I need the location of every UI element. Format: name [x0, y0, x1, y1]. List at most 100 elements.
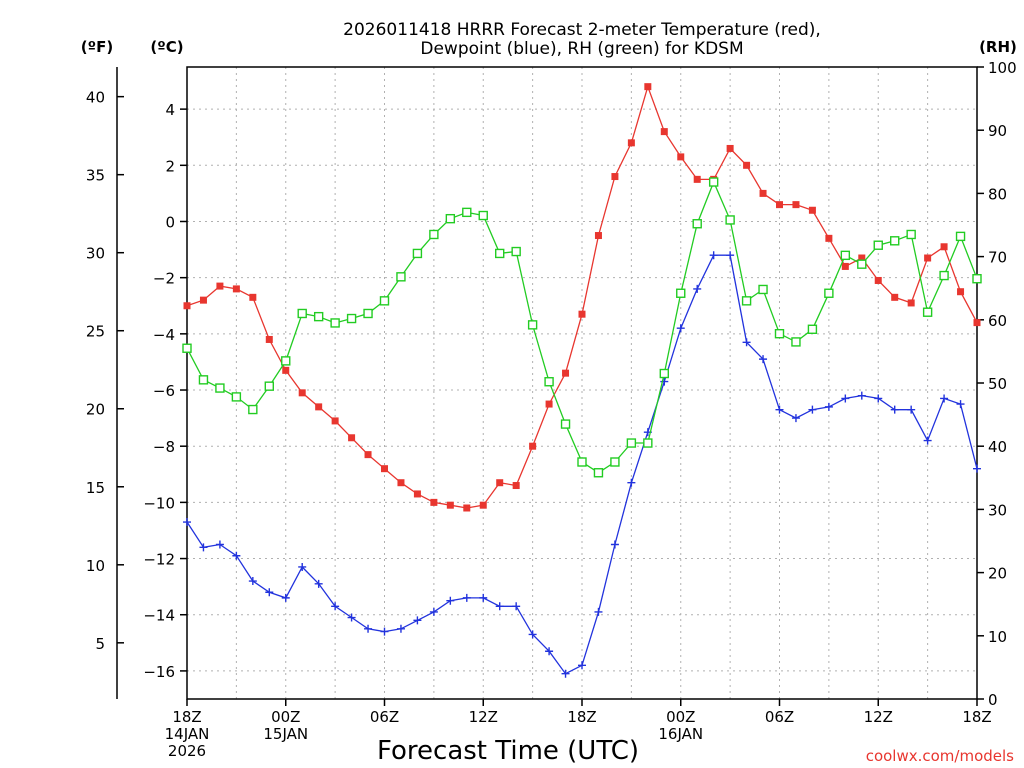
rh-data-point: [215, 383, 225, 393]
chart-title: 2026011418 HRRR Forecast 2-meter Tempera…: [343, 20, 821, 40]
temperature-data-point: [611, 173, 619, 181]
dewpoint-data-point: [281, 593, 290, 602]
temperature-data-point: [265, 335, 273, 343]
rh-data-point: [527, 320, 538, 330]
series-layer: [182, 83, 982, 678]
rh-tick-label: 50: [988, 375, 1007, 393]
dewpoint-data-point: [429, 607, 438, 616]
fahrenheit-tick-label: 15: [86, 479, 105, 497]
temperature-data-point: [973, 319, 981, 327]
rh-data-point: [313, 311, 324, 322]
celsius-tick-label: −12: [143, 551, 175, 569]
temperature-data-point: [792, 201, 800, 209]
rh-data-point: [939, 270, 949, 281]
rh-data-point: [774, 329, 785, 339]
dewpoint-data-point: [808, 405, 817, 414]
dewpoint-data-point: [380, 627, 389, 636]
x-tick-label: 18Z: [172, 708, 201, 726]
dewpoint-data-point: [775, 405, 784, 414]
rh-data-point: [330, 318, 340, 328]
rh-data-point: [857, 259, 867, 269]
rh-tick-label: 0: [988, 691, 998, 709]
rh-data-point: [955, 231, 966, 242]
rh-data-point: [659, 368, 669, 379]
temperature-data-point: [479, 501, 487, 509]
rh-data-point: [379, 296, 390, 306]
temperature-data-point: [183, 302, 191, 310]
rh-data-point: [692, 219, 702, 229]
rh-data-point: [626, 438, 637, 448]
x-tick-label: 18Z: [962, 708, 991, 726]
temperature-data-point: [578, 310, 586, 318]
rh-tick-label: 40: [988, 438, 1007, 456]
temperature-data-point: [413, 490, 421, 498]
dewpoint-data-point: [726, 251, 735, 260]
dewpoint-data-point: [364, 624, 373, 633]
dewpoint-data-point: [610, 540, 619, 549]
rh-data-point: [972, 274, 982, 284]
rh-data-point: [873, 240, 883, 250]
temperature-data-point: [298, 389, 306, 397]
dewpoint-data-point: [462, 593, 471, 602]
temperature-data-point: [858, 254, 866, 262]
fahrenheit-tick-label: 25: [86, 323, 105, 341]
celsius-tick-label: 2: [165, 157, 175, 175]
temperature-data-point: [512, 482, 520, 490]
fahrenheit-unit-label: (ºF): [81, 38, 113, 56]
dewpoint-data-point: [594, 607, 603, 616]
x-tick-label: 00Z: [666, 708, 695, 726]
temperature-data-point: [644, 83, 652, 91]
dewpoint-data-point: [495, 602, 504, 611]
rh-tick-label: 90: [988, 122, 1007, 140]
dewpoint-data-point: [956, 400, 965, 409]
temperature-data-point: [825, 234, 833, 242]
dewpoint-data-point: [660, 377, 669, 386]
credit-text: coolwx.com/models: [866, 747, 1014, 765]
x-tick-label: 2026: [168, 742, 206, 760]
rh-tick-label: 10: [988, 628, 1007, 646]
celsius-tick-label: −8: [153, 438, 175, 456]
dewpoint-data-point: [396, 624, 405, 633]
celsius-tick-label: 0: [165, 213, 175, 231]
rh-data-point: [560, 419, 571, 429]
temperature-data-point: [693, 175, 701, 183]
rh-data-point: [182, 343, 192, 353]
dewpoint-data-point: [199, 543, 208, 552]
dewpoint-data-point: [215, 540, 224, 549]
dewpoint-data-point: [791, 414, 800, 423]
temperature-data-point: [216, 282, 224, 290]
rh-data-point: [429, 229, 439, 240]
celsius-tick-label: −2: [153, 270, 175, 288]
x-tick-label: 12Z: [469, 708, 498, 726]
rh-data-point: [281, 356, 291, 366]
dewpoint-data-point: [676, 324, 685, 333]
temperature-data-point: [331, 417, 339, 425]
temperature-data-point: [496, 479, 504, 487]
dewpoint-data-point: [331, 602, 340, 611]
dewpoint-data-point: [528, 630, 537, 639]
dewpoint-data-point: [413, 616, 422, 625]
dewpoint-data-point: [578, 661, 586, 670]
fahrenheit-tick-label: 40: [86, 89, 105, 107]
rh-data-point: [758, 284, 768, 295]
temperature-data-point: [759, 189, 767, 197]
temperature-data-point: [924, 254, 932, 262]
rh-data-point: [511, 246, 521, 257]
rh-unit-label: (RH): [979, 38, 1017, 56]
chart-subtitle: Dewpoint (blue), RH (green) for KDSM: [420, 39, 743, 59]
rh-tick-label: 20: [988, 565, 1007, 583]
dewpoint-data-point: [298, 562, 307, 571]
dewpoint-data-point: [545, 647, 554, 656]
x-tick-label: 06Z: [765, 708, 794, 726]
x-tick-label: 16JAN: [658, 725, 703, 743]
temperature-data-point: [381, 465, 388, 473]
dewpoint-data-point: [446, 596, 455, 605]
temperature-data-point: [397, 479, 405, 487]
fahrenheit-tick-label: 30: [86, 245, 105, 263]
rh-data-point: [577, 457, 587, 467]
x-tick-label: 12Z: [864, 708, 893, 726]
temperature-data-point: [364, 451, 372, 459]
dewpoint-data-point: [857, 391, 866, 400]
fahrenheit-tick-label: 10: [86, 557, 105, 575]
